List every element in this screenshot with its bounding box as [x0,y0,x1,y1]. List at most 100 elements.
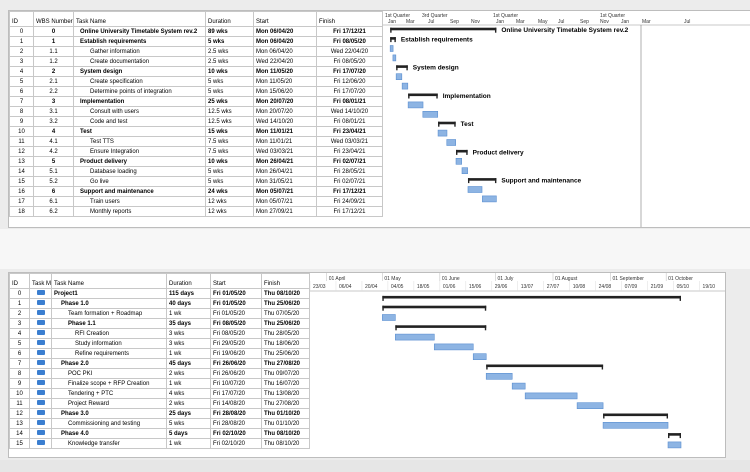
table-row[interactable]: 15 5.2 Go live 5 wks Mon 31/05/21 Fri 02/07/2… [9,176,383,187]
table-row[interactable]: 1 Phase 1.0 40 days Fri 01/05/20 Thu 25/06/2… [9,298,310,309]
task-bar[interactable] [395,333,435,341]
task-bar[interactable] [395,73,403,81]
table-row[interactable]: 6 Refine requirements 1 wk Fri 19/06/20 Thu … [9,348,310,359]
col-header-id[interactable]: ID [9,273,30,289]
table-row[interactable]: 0 Project1 115 days Fri 01/05/20 Thu 08/10/2… [9,288,310,299]
row-task-mode [29,298,52,309]
table-row[interactable]: 4 2 System design 10 wks Mon 11/05/20 Fri 17/… [9,66,383,77]
table-row[interactable]: 4 RFI Creation 3 wks Fri 08/05/20 Thu 28/05/… [9,328,310,339]
task-bar[interactable] [461,167,468,174]
row-id: 10 [9,388,30,399]
table-row[interactable]: 8 3.1 Consult with users 12.5 wks Mon 20/07/… [9,106,383,117]
col-header-task-name[interactable]: Task Name [73,11,206,27]
table-row[interactable]: 18 6.2 Monthly reports 12 wks Mon 27/09/21 Fr… [9,206,383,217]
col-header-start[interactable]: Start [210,273,262,289]
row-task-mode [29,348,52,359]
col-header-finish[interactable]: Finish [261,273,310,289]
summary-bar[interactable] [467,178,497,181]
row-start: Fri 02/10/20 [210,438,262,449]
table-row[interactable]: 3 Phase 1.1 35 days Fri 08/05/20 Thu 25/06/2… [9,318,310,329]
task-bar[interactable] [389,45,394,52]
task-bar[interactable] [407,101,424,109]
table-row[interactable]: 2 Team formation + Roadmap 1 wk Fri 01/05/2… [9,308,310,319]
task-bar[interactable] [485,373,513,380]
table-row[interactable]: 1 1 Establish requirements 5 wks Mon 06/04/2… [9,36,383,47]
col-header-task-mode[interactable]: Task Mode [29,273,52,289]
row-duration: 24 wks [205,186,254,197]
summary-bar[interactable] [456,149,468,153]
table-row[interactable]: 13 5 Product delivery 10 wks Mon 26/04/21 Fri… [9,156,383,167]
col-header-duration[interactable]: Duration [205,11,254,27]
table-row[interactable]: 12 Phase 3.0 25 days Fri 28/08/20 Thu 01/10/… [9,408,310,419]
summary-bar[interactable] [396,65,408,68]
table-row[interactable]: 11 Project Reward 2 wks Fri 14/08/20 Thu 27/… [9,398,310,409]
table-row[interactable]: 6 2.2 Determine points of integration 5 wks… [9,86,383,97]
summary-bar[interactable] [603,413,669,417]
task-bar[interactable] [667,441,682,449]
table-row[interactable]: 0 0 Online University Timetable System rev… [9,26,383,37]
table-row[interactable]: 17 6.1 Train users 12 wks Mon 05/07/21 Fri 24… [9,196,383,207]
table-row[interactable]: 10 4 Test 15 wks Mon 11/01/21 Fri 23/04/21 [9,126,383,137]
table-row[interactable]: 12 4.2 Ensure Integration 7.5 wks Wed 03/03/… [9,146,383,157]
task-bar[interactable] [401,82,409,90]
row-duration: 5 wks [166,418,211,429]
table-row[interactable]: 11 4.1 Test TTS 7.5 wks Mon 11/01/21 Wed 03/0… [9,136,383,147]
row-wbs: 5.2 [33,176,74,187]
summary-bar[interactable] [408,93,438,97]
table-row[interactable]: 14 5.1 Database loading 5 wks Mon 26/04/21 Fr… [9,166,383,177]
task-bar[interactable] [482,195,497,203]
task-bar[interactable] [455,158,462,165]
row-id: 5 [9,76,34,87]
row-start: Fri 01/05/20 [210,288,262,299]
task-bar[interactable] [467,186,483,193]
summary-bar-label: Test [461,121,475,128]
summary-bar[interactable] [382,295,681,299]
summary-bar[interactable] [486,364,604,368]
task-bar[interactable] [392,54,397,62]
summary-bar[interactable] [395,325,487,328]
table-row[interactable]: 15 Knowledge transfer 1 wk Fri 02/10/20 Thu … [9,438,310,449]
summary-bar[interactable] [668,433,681,436]
table-row[interactable]: 10 Tendering + PTC 4 wks Fri 17/07/20 Thu 13… [9,388,310,399]
col-header-duration[interactable]: Duration [166,273,211,289]
col-header-wbs[interactable]: WBS Number [33,11,74,27]
table-row[interactable]: 5 Study information 3 wks Fri 29/05/20 Thu 1… [9,338,310,349]
col-header-start[interactable]: Start [253,11,317,27]
summary-bar[interactable] [382,305,487,309]
col-header-id[interactable]: ID [9,11,34,27]
task-bar[interactable] [446,139,456,146]
row-task-name: Train users [73,196,206,207]
row-start: Mon 31/05/21 [253,176,317,187]
summary-bar[interactable] [438,121,456,125]
row-finish: Thu 08/10/20 [261,438,310,449]
task-bar[interactable] [433,343,474,351]
task-bar[interactable] [602,422,669,429]
task-bar[interactable] [422,111,439,118]
row-duration: 3 wks [166,338,211,349]
table-row[interactable]: 7 Phase 2.0 45 days Fri 26/06/20 Thu 27/08/2… [9,358,310,369]
table-row[interactable]: 2 1.1 Gather information 2.5 wks Mon 06/04/2… [9,46,383,57]
summary-bar[interactable] [390,27,497,31]
table-row[interactable]: 3 1.2 Create documentation 2.5 wks Wed 22/04… [9,56,383,67]
task-bar[interactable] [511,382,526,390]
summary-bar[interactable] [390,37,396,40]
task-bar[interactable] [576,402,604,409]
col-header-finish[interactable]: Finish [316,11,383,27]
table-row[interactable]: 7 3 Implementation 25 wks Mon 20/07/20 Fri 08… [9,96,383,107]
row-task-name: Support and maintenance [73,186,206,197]
task-bar[interactable] [437,129,448,137]
table-row[interactable]: 16 6 Support and maintenance 24 wks Mon 05/0… [9,186,383,197]
table-row[interactable]: 5 2.1 Create specification 5 wks Mon 11/05/2… [9,76,383,87]
table-row[interactable]: 9 Finalize scope + RFP Creation 1 wk Fri 10… [9,378,310,389]
task-bar[interactable] [382,314,396,321]
table-row[interactable]: 9 3.2 Code and test 12.5 wks Wed 14/10/20 Fri… [9,116,383,127]
row-id: 2 [9,308,30,319]
table-row[interactable]: 8 POC PKI 2 wks Fri 26/06/20 Thu 09/07/20 [9,368,310,379]
row-wbs: 5.1 [33,166,74,177]
col-header-task-name[interactable]: Task Name [51,273,167,289]
task-bar[interactable] [524,392,578,400]
summary-bar-end-cap [679,295,681,301]
table-row[interactable]: 14 Phase 4.0 5 days Fri 02/10/20 Thu 08/10/2… [9,428,310,439]
table-row[interactable]: 13 Commissioning and testing 5 wks Fri 28/0… [9,418,310,429]
task-bar[interactable] [472,353,487,360]
